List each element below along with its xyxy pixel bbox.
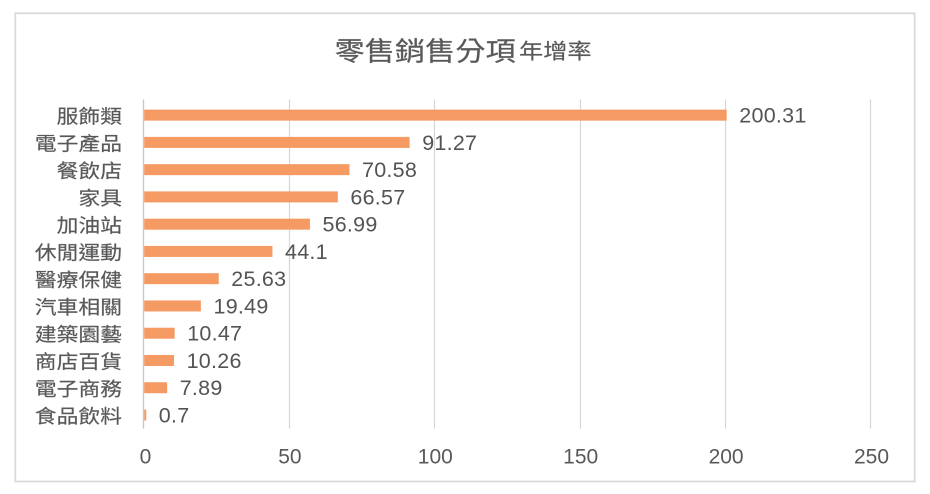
svg-text:200.31: 200.31	[739, 104, 806, 128]
svg-text:10.26: 10.26	[187, 349, 242, 373]
svg-text:66.57: 66.57	[350, 185, 405, 209]
svg-text:0.7: 0.7	[159, 403, 190, 427]
svg-text:56.99: 56.99	[323, 213, 378, 237]
svg-text:200: 200	[709, 446, 744, 469]
svg-text:25.63: 25.63	[231, 267, 286, 291]
svg-text:91.27: 91.27	[422, 131, 477, 155]
svg-text:150: 150	[563, 446, 598, 469]
svg-text:0: 0	[140, 446, 152, 469]
svg-text:44.1: 44.1	[285, 240, 328, 264]
svg-text:100: 100	[418, 446, 453, 469]
svg-text:7.89: 7.89	[180, 376, 223, 400]
svg-text:50: 50	[278, 446, 301, 469]
svg-text:250: 250	[854, 446, 889, 469]
svg-text:19.49: 19.49	[214, 294, 269, 318]
svg-text:10.47: 10.47	[187, 322, 242, 346]
svg-text:70.58: 70.58	[362, 158, 417, 182]
